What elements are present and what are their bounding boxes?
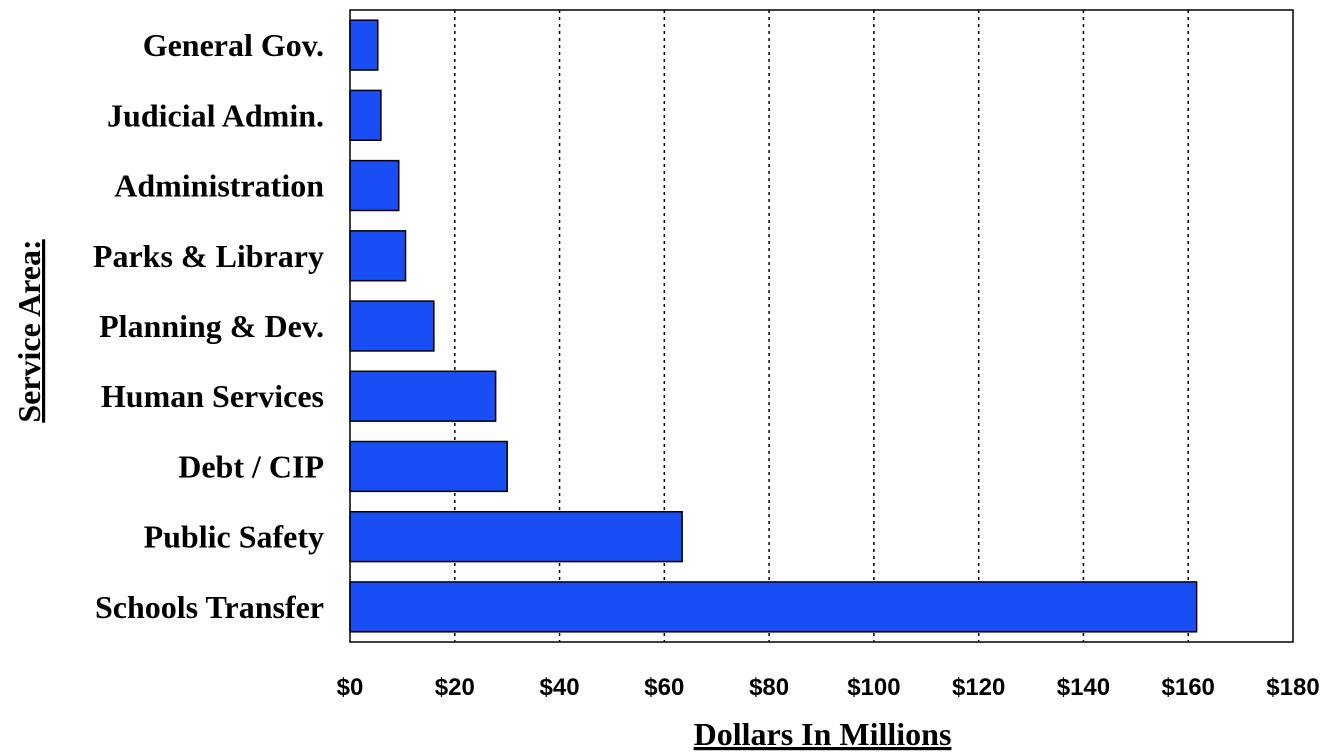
y-axis-title: Service Area: — [11, 239, 47, 422]
bar — [349, 581, 1198, 633]
x-tick-label: $40 — [540, 674, 580, 701]
category-label: Judicial Admin. — [107, 97, 324, 133]
category-label: Parks & Library — [93, 238, 324, 274]
x-tick-label: $160 — [1162, 674, 1215, 701]
x-tick-label: $0 — [337, 674, 364, 701]
x-tick-labels: $0 $20 $40 $60 $80 $100 $120 $140 $160 $180 — [337, 674, 1320, 701]
category-label: Schools Transfer — [95, 589, 324, 625]
bar — [349, 89, 382, 142]
bar — [349, 370, 497, 422]
bar — [349, 440, 508, 493]
x-tick-label: $60 — [644, 674, 684, 701]
bar — [349, 159, 400, 212]
category-label: Human Services — [101, 378, 324, 414]
x-tick-label: $20 — [435, 674, 475, 701]
category-label: Debt / CIP — [178, 448, 324, 484]
bar — [349, 300, 435, 352]
bars — [349, 19, 1198, 633]
bar — [349, 510, 683, 563]
grid-lines — [454, 10, 1189, 642]
plot-area-frame — [349, 9, 1294, 643]
category-label: Public Safety — [144, 519, 324, 555]
x-tick-label: $140 — [1057, 674, 1110, 701]
bar — [349, 19, 379, 71]
category-label: General Gov. — [143, 27, 324, 63]
x-tick-label: $100 — [847, 674, 900, 701]
x-tick-label: $120 — [952, 674, 1005, 701]
category-labels: General Gov. Judicial Admin. Administratio… — [93, 27, 324, 625]
category-label: Administration — [114, 168, 324, 204]
category-label: Planning & Dev. — [99, 308, 324, 344]
x-tick-label: $80 — [749, 674, 789, 701]
x-tick-label: $180 — [1266, 674, 1319, 701]
x-axis-title: Dollars In Millions — [694, 716, 952, 752]
bar — [349, 230, 407, 282]
